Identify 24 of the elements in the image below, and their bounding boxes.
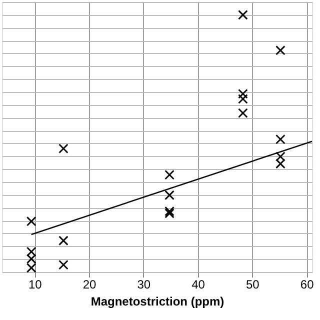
- point: [238, 88, 248, 99]
- x-tick-label: 40: [192, 278, 206, 292]
- point: [276, 134, 286, 144]
- x-tick-label: 20: [82, 278, 97, 292]
- x-axis-title: Magnetostriction (ppm): [90, 294, 224, 308]
- point: [276, 152, 286, 162]
- point: [26, 246, 36, 257]
- point: [58, 144, 68, 154]
- point: [238, 10, 248, 20]
- point: [238, 94, 248, 104]
- point: [58, 260, 68, 270]
- x-tick-label: 10: [28, 278, 42, 292]
- point: [26, 216, 36, 226]
- x-tick-label: 50: [246, 278, 260, 292]
- point: [164, 170, 174, 180]
- point: [26, 254, 36, 264]
- x-tick-label: 30: [137, 278, 151, 292]
- point: [276, 158, 286, 169]
- point: [58, 236, 68, 246]
- point: [238, 108, 248, 118]
- point: [26, 262, 36, 273]
- x-tick-label: 60: [300, 278, 314, 292]
- point: [164, 190, 174, 200]
- point: [276, 45, 286, 56]
